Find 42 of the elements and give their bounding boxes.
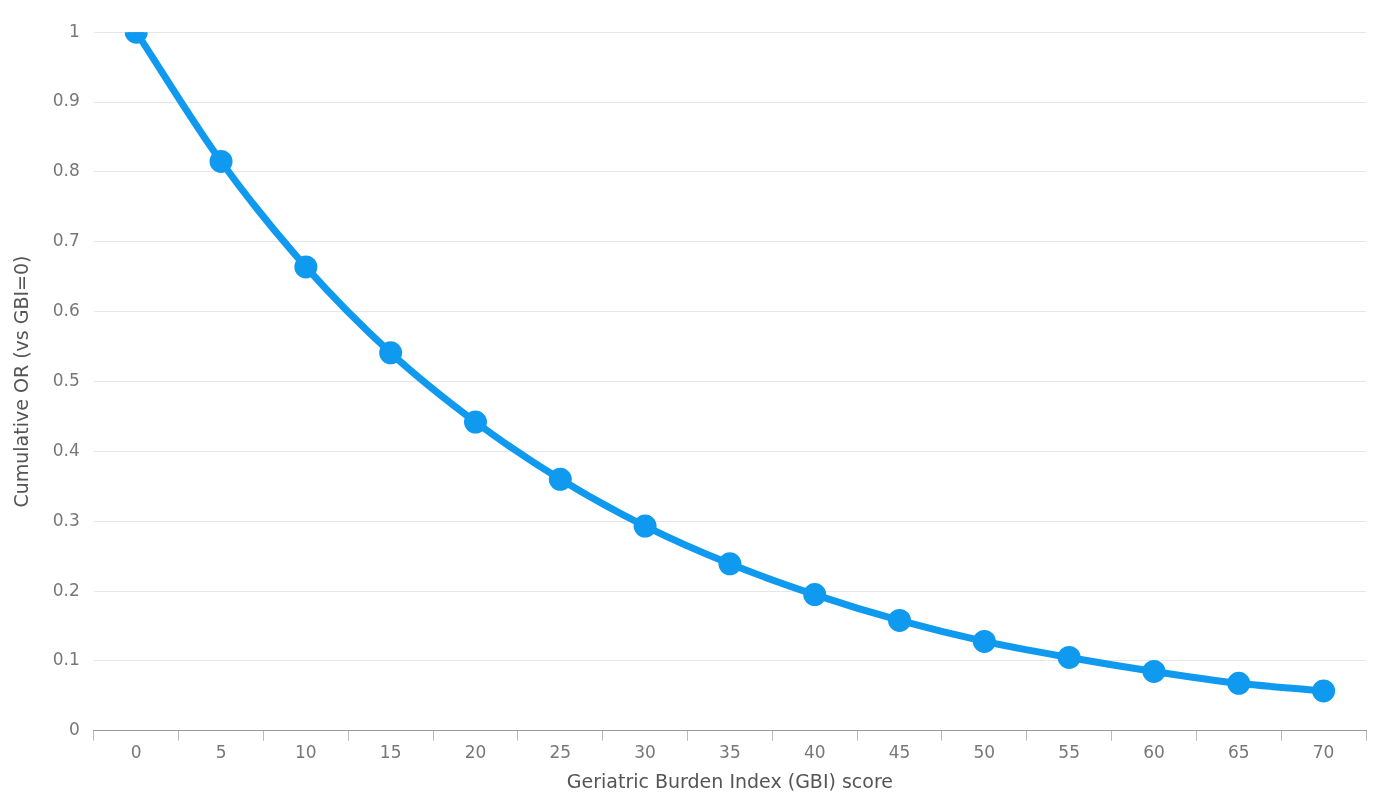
point bbox=[1227, 671, 1251, 695]
y-tick-label: 0.7 bbox=[52, 230, 80, 251]
x-tick-label: 55 bbox=[1058, 742, 1080, 763]
x-tick-label: 15 bbox=[379, 742, 402, 763]
point bbox=[548, 467, 572, 491]
x-tick-label: 20 bbox=[464, 742, 487, 763]
point bbox=[633, 514, 657, 538]
point bbox=[294, 255, 318, 279]
x-tick-label: 30 bbox=[634, 742, 656, 763]
y-tick-label: 0.1 bbox=[52, 649, 80, 670]
point bbox=[1142, 659, 1166, 683]
y-tick-label: 0.2 bbox=[52, 579, 80, 600]
point bbox=[972, 629, 996, 653]
point bbox=[718, 552, 742, 576]
point bbox=[888, 608, 912, 632]
point bbox=[1312, 679, 1336, 703]
y-tick-label: 1 bbox=[69, 20, 80, 41]
x-tick-label: 45 bbox=[888, 742, 911, 763]
x-tick-label: 35 bbox=[719, 742, 741, 763]
point bbox=[1057, 645, 1081, 669]
x-tick-label: 0 bbox=[130, 742, 142, 763]
x-tick-label: 50 bbox=[973, 742, 996, 763]
x-tick-label: 25 bbox=[549, 742, 572, 763]
x-tick-label: 10 bbox=[295, 742, 317, 763]
point bbox=[803, 583, 827, 607]
y-tick-label: 0.4 bbox=[52, 439, 80, 460]
y-tick-label: 0.3 bbox=[52, 509, 80, 530]
x-tick-label: 65 bbox=[1227, 742, 1250, 763]
x-axis-title: Geriatric Burden Index (GBI) score bbox=[566, 769, 894, 792]
point bbox=[463, 410, 487, 434]
y-tick-label: 0.5 bbox=[52, 369, 80, 390]
x-tick-label: 70 bbox=[1312, 742, 1335, 763]
y-tick-label: 0.9 bbox=[52, 90, 80, 111]
point bbox=[379, 341, 403, 365]
y-tick-label: 0.8 bbox=[52, 160, 80, 181]
y-tick-label: 0 bbox=[69, 719, 80, 740]
point bbox=[209, 149, 233, 173]
x-tick-label: 40 bbox=[803, 742, 826, 763]
x-tick-label: 60 bbox=[1143, 742, 1165, 763]
y-axis-title: Cumulative OR (vs GBI=0) bbox=[10, 255, 33, 508]
y-tick-label: 0.6 bbox=[52, 300, 80, 321]
x-tick-label: 5 bbox=[215, 742, 227, 763]
